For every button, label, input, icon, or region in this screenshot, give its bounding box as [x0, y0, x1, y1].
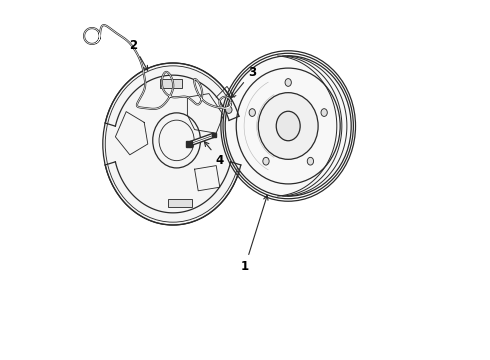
FancyBboxPatch shape [160, 79, 182, 87]
Ellipse shape [285, 78, 292, 86]
Text: 4: 4 [204, 142, 224, 167]
Ellipse shape [258, 93, 318, 159]
Text: 1: 1 [241, 195, 268, 273]
Text: 3: 3 [231, 66, 256, 98]
Ellipse shape [307, 157, 314, 165]
Ellipse shape [276, 111, 300, 141]
Text: 2: 2 [129, 39, 147, 70]
Ellipse shape [103, 63, 243, 225]
Ellipse shape [249, 109, 255, 116]
Ellipse shape [263, 157, 269, 165]
Ellipse shape [225, 106, 232, 113]
FancyBboxPatch shape [168, 199, 192, 207]
Ellipse shape [321, 109, 327, 116]
Ellipse shape [225, 56, 351, 196]
